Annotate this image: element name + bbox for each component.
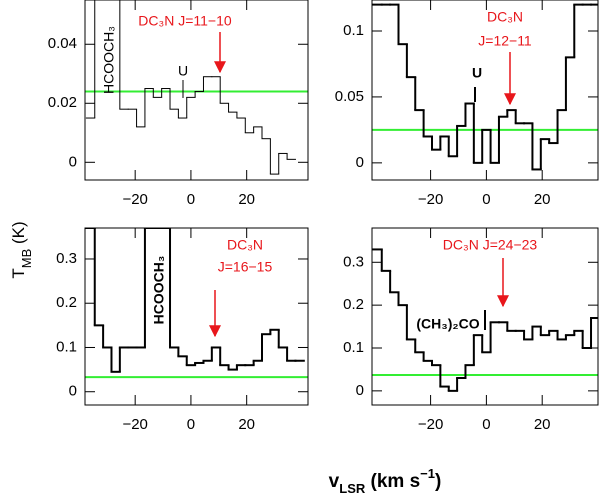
x-tick-label: 0 — [187, 416, 195, 433]
annotation: U — [178, 63, 188, 79]
y-tick-label: 0 — [356, 382, 364, 399]
annotation: DC₃N J=24−23 — [443, 237, 538, 253]
annotation: (CH₃)₂CO — [416, 316, 479, 332]
y-tick-label: 0.1 — [343, 22, 364, 39]
frame — [371, 0, 599, 181]
y-tick-label: 0.2 — [56, 294, 77, 311]
plot-area — [372, 248, 598, 392]
x-tick-label: 0 — [482, 416, 490, 433]
annotation: J=16−15 — [218, 259, 273, 275]
x-tick-label: −20 — [418, 416, 443, 433]
x-axis-label-part: LSR — [339, 481, 366, 496]
annotation: HCOOCH₃ — [151, 256, 167, 325]
y-tick-label: 0.2 — [343, 296, 364, 313]
frame — [84, 0, 309, 181]
x-tick-label: 20 — [534, 416, 551, 433]
x-tick-label: 20 — [238, 191, 255, 208]
annotation: DC₃N — [227, 237, 263, 253]
y-axis-label: TMB (K) — [9, 221, 33, 278]
x-axis-label-part: ) — [435, 471, 441, 492]
plot-area — [85, 228, 308, 379]
x-tick-label: −20 — [418, 191, 443, 208]
y-axis-label-part: MB — [19, 249, 34, 269]
annotation: DC₃N J=11−10 — [138, 13, 232, 29]
annotation: HCOOCH₃ — [101, 26, 117, 94]
frame — [84, 227, 309, 406]
panel: −20 0 20 0 0.05 0.1 DC₃N J=12−11 U — [335, 0, 599, 208]
x-tick-label: −20 — [122, 191, 147, 208]
x-axis-label-part: v — [329, 471, 340, 492]
panel: −20 0 20 0 0.1 0.2 0.3 DC₃N J=24−23 (CH₃)₂CO — [343, 227, 599, 433]
y-axis-label-part: T — [9, 268, 28, 278]
y-tick-label: 0.02 — [48, 94, 77, 111]
y-tick-label: 0 — [69, 383, 77, 400]
plot-area — [372, 3, 598, 171]
panel: −20 0 20 0 0.02 0.04 DC₃N J=11−10 U HCOOCH₃ — [48, 0, 309, 208]
x-tick-label: 0 — [482, 191, 490, 208]
annotation: J=12−11 — [478, 33, 532, 49]
frame — [371, 227, 599, 406]
y-tick-label: 0.3 — [343, 253, 364, 270]
x-tick-label: −20 — [122, 416, 147, 433]
y-axis-label-part: (K) — [9, 221, 28, 248]
annotation: DC₃N — [487, 9, 523, 25]
y-tick-label: 0.05 — [335, 88, 364, 105]
x-tick-label: 20 — [534, 191, 551, 208]
x-tick-label: 20 — [238, 416, 255, 433]
x-axis-label-part: −1 — [420, 466, 435, 481]
y-tick-label: 0.04 — [48, 35, 77, 52]
panel: −20 0 20 0 0.1 0.2 0.3 HCOOCH₃ DC₃N J=16−15 — [56, 227, 309, 433]
y-tick-label: 0 — [356, 154, 364, 171]
annotation: U — [472, 65, 482, 81]
x-axis-label-part: (km s — [365, 471, 420, 492]
x-tick-label: 0 — [187, 191, 195, 208]
y-tick-label: 0.1 — [56, 338, 77, 355]
x-axis-label: vLSR (km s−1) — [329, 466, 442, 496]
y-tick-label: 0 — [69, 153, 77, 170]
y-tick-label: 0.1 — [343, 339, 364, 356]
y-tick-label: 0.3 — [56, 250, 77, 267]
plot-area — [85, 0, 308, 175]
